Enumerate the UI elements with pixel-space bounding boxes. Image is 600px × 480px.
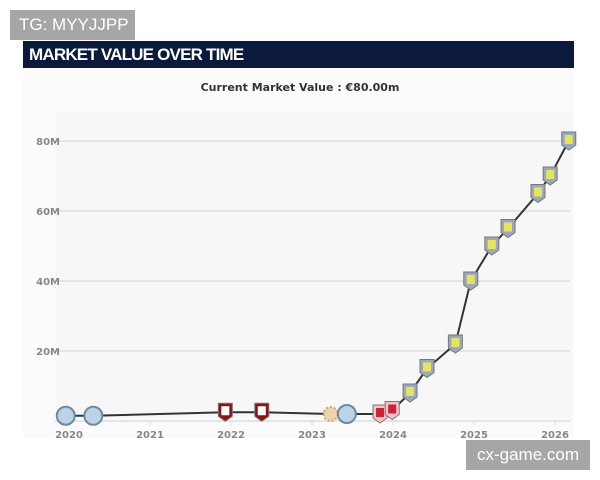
section-header: MARKET VALUE OVER TIME [23,41,574,68]
aston-villa-crest [500,219,516,239]
x-tick-label: 2023 [298,430,326,441]
aston-villa-crest [419,359,435,379]
x-tick-label: 2020 [55,430,83,441]
aston-villa-crest [463,271,479,291]
x-tick-label: 2021 [136,430,164,441]
y-tick-label: 60M [36,207,60,218]
aston-villa-crest [542,166,558,186]
x-tick-label: 2022 [217,430,245,441]
x-tick-label: 2024 [379,430,407,441]
plot-area [55,112,572,418]
y-tick-label: 40M [36,277,60,288]
aston-villa-crest [530,184,546,204]
man-city-crest [55,405,76,426]
bournemouth-crest [217,402,233,422]
y-tick-label: 20M [36,347,60,358]
x-tick-label: 2025 [460,430,488,441]
man-city-crest [336,404,357,424]
man-city-crest [83,405,104,426]
x-tick-label: 2026 [541,430,569,441]
sun-crest [322,406,339,422]
y-tick-label: 80M [36,137,60,148]
aston-villa-crest [447,334,463,354]
aston-villa-crest [484,236,500,256]
aston-villa-crest [402,383,418,403]
current-market-value: Current Market Value : €80.00m [200,81,400,94]
watermark-top: TG: MYYJJPP [10,10,135,40]
watermark-bottom: cx-game.com [466,440,590,470]
middlesbrough-crest [384,401,400,421]
bournemouth-crest [254,402,270,422]
aston-villa-crest [561,131,577,151]
